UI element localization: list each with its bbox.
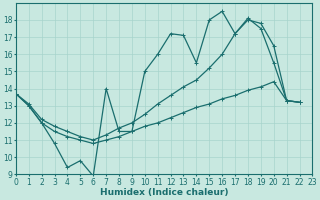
X-axis label: Humidex (Indice chaleur): Humidex (Indice chaleur) — [100, 188, 228, 197]
